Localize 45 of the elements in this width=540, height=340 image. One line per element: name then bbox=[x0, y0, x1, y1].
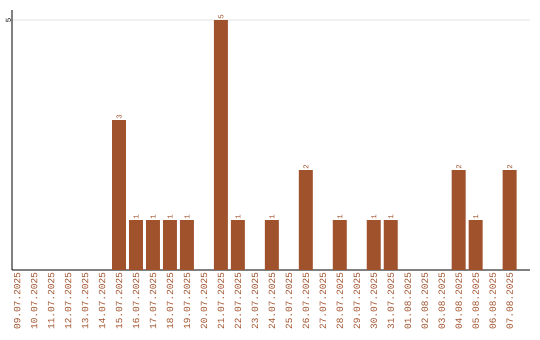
x-tick-label: 01.08.2025 bbox=[404, 272, 411, 328]
x-tick-label: 29.07.2025 bbox=[354, 272, 360, 328]
x-tick-label: 19.07.2025 bbox=[184, 272, 190, 328]
x-tick-label: 15.07.2025 bbox=[116, 272, 122, 328]
bar bbox=[366, 220, 381, 270]
x-tick-label: 12.07.2025 bbox=[64, 272, 72, 328]
x-tick-label: 10.07.2025 bbox=[30, 272, 38, 328]
x-tick-label: 30.07.2025 bbox=[370, 272, 377, 328]
bar bbox=[298, 170, 313, 270]
x-tick-label: 02.08.2025 bbox=[422, 272, 428, 328]
bar bbox=[384, 220, 398, 270]
x-tick-label: 27.07.2025 bbox=[320, 272, 326, 328]
x-tick-label: 23.07.2025 bbox=[252, 272, 258, 328]
bar bbox=[214, 20, 228, 270]
bar bbox=[264, 220, 279, 270]
bar bbox=[468, 220, 483, 270]
x-tick-label: 03.08.2025 bbox=[438, 272, 445, 328]
bar bbox=[502, 170, 517, 270]
x-tick-label: 17.07.2025 bbox=[150, 272, 156, 328]
x-tick-label: 31.07.2025 bbox=[388, 272, 394, 328]
x-tick-label: 21.07.2025 bbox=[218, 272, 224, 328]
x-tick-label: 11.07.2025 bbox=[48, 272, 54, 328]
x-tick-label: 04.08.2025 bbox=[455, 272, 462, 328]
bar bbox=[180, 220, 194, 270]
bar bbox=[332, 220, 347, 270]
x-tick-label: 16.07.2025 bbox=[132, 272, 140, 328]
bar bbox=[162, 220, 177, 270]
x-tick-label: 28.07.2025 bbox=[336, 272, 343, 328]
x-tick-label: 13.07.2025 bbox=[82, 272, 88, 328]
bar bbox=[452, 170, 466, 270]
bar bbox=[128, 220, 143, 270]
x-tick-label: 09.07.2025 bbox=[14, 272, 20, 328]
x-tick-label: 14.07.2025 bbox=[98, 272, 106, 328]
bar bbox=[112, 120, 126, 270]
bar bbox=[146, 220, 160, 270]
x-tick-label: 26.07.2025 bbox=[302, 272, 310, 328]
x-tick-label: 05.08.2025 bbox=[472, 272, 479, 328]
x-tick-label: 20.07.2025 bbox=[200, 272, 208, 328]
x-tick-label: 25.07.2025 bbox=[286, 272, 292, 328]
x-tick-label: 22.07.2025 bbox=[234, 272, 242, 328]
x-tick-label: 24.07.2025 bbox=[268, 272, 276, 328]
x-tick-label: 18.07.2025 bbox=[166, 272, 174, 328]
bar bbox=[230, 220, 245, 270]
x-tick-label: 06.08.2025 bbox=[489, 272, 496, 328]
x-tick-label: 07.08.2025 bbox=[506, 272, 513, 328]
